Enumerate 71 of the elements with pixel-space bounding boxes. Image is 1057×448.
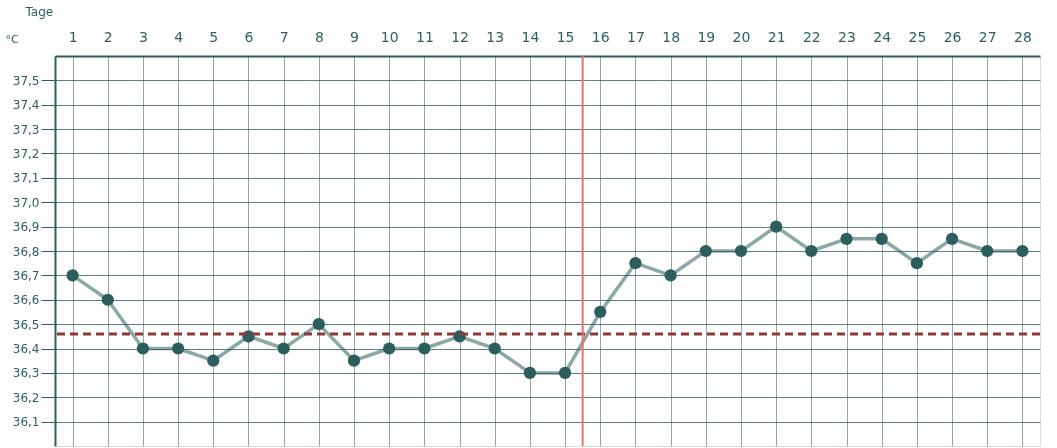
point xyxy=(523,366,537,379)
point xyxy=(629,257,642,270)
y-tick-label: 37,0 xyxy=(12,195,40,210)
point xyxy=(840,232,853,245)
x-tick-label: 1 xyxy=(68,28,78,45)
point xyxy=(277,342,290,355)
x-tick-label: 22 xyxy=(802,28,821,45)
x-tick-label: 26 xyxy=(943,28,962,45)
x-tick-label: 16 xyxy=(591,28,610,45)
x-tick-label: 18 xyxy=(662,28,681,45)
point xyxy=(558,366,572,379)
point xyxy=(312,318,325,331)
point xyxy=(945,232,959,245)
y-tick-label: 36,9 xyxy=(12,220,40,235)
y-tick-label: 36,3 xyxy=(12,366,40,381)
point xyxy=(172,342,185,355)
y-tick-label: 37,5 xyxy=(12,73,40,88)
y-tick-label: 36,8 xyxy=(12,244,40,259)
y-tick-label: 36,4 xyxy=(12,342,40,356)
x-tick-label: 15 xyxy=(556,28,575,45)
point xyxy=(66,269,79,282)
x-tick-label: 28 xyxy=(1014,28,1032,45)
x-tick-label: 6 xyxy=(244,28,254,45)
point xyxy=(207,354,220,367)
x-tick-label: 7 xyxy=(279,28,289,45)
point xyxy=(805,244,818,258)
y-tick-label: 36,7 xyxy=(12,268,40,283)
x-tick-label: 19 xyxy=(697,28,716,45)
y-tick-label: 36,1 xyxy=(12,415,40,430)
x-tick-label: 9 xyxy=(350,28,359,45)
x-tick-label: 23 xyxy=(838,28,856,45)
x-tick-label: 2 xyxy=(103,28,113,45)
x-tick-label: 4 xyxy=(174,28,184,45)
point xyxy=(418,342,431,355)
point xyxy=(347,354,361,367)
x-tick-label: 21 xyxy=(767,28,786,45)
x-tick-label: 11 xyxy=(415,28,434,45)
point xyxy=(770,220,783,233)
x-tick-label: 13 xyxy=(486,28,505,45)
point xyxy=(981,244,994,258)
x-tick-label: 17 xyxy=(627,28,645,45)
point xyxy=(136,342,150,355)
x-axis-title: Tage xyxy=(24,4,54,19)
point xyxy=(664,269,677,282)
x-tick-label: 3 xyxy=(138,28,148,45)
x-tick-label: 20 xyxy=(732,28,751,45)
y-tick-label: 37,3 xyxy=(12,122,40,137)
x-tick-label: 27 xyxy=(978,28,997,45)
point xyxy=(734,244,748,258)
y-tick-label: 36,6 xyxy=(12,293,40,308)
point xyxy=(101,293,114,306)
y-tick-label: 37,2 xyxy=(12,147,40,161)
point xyxy=(910,257,923,270)
x-tick-label: 5 xyxy=(209,28,219,45)
y-tick-label: 37,1 xyxy=(12,171,40,186)
y-axis-title: °C xyxy=(5,32,19,46)
point xyxy=(875,232,888,245)
x-tick-label: 14 xyxy=(521,28,540,45)
point xyxy=(383,342,396,355)
y-tick-label: 36,2 xyxy=(12,390,40,405)
point xyxy=(594,305,607,319)
x-tick-label: 25 xyxy=(908,28,927,45)
x-tick-label: 8 xyxy=(314,28,324,45)
point xyxy=(1016,244,1029,258)
x-tick-label: 12 xyxy=(451,28,469,45)
y-tick-label: 37,4 xyxy=(12,98,40,113)
x-tick-label: 24 xyxy=(873,28,892,45)
point xyxy=(699,244,712,258)
point xyxy=(488,342,501,355)
x-tick-label: 10 xyxy=(380,28,399,45)
y-tick-label: 36,5 xyxy=(12,317,40,332)
